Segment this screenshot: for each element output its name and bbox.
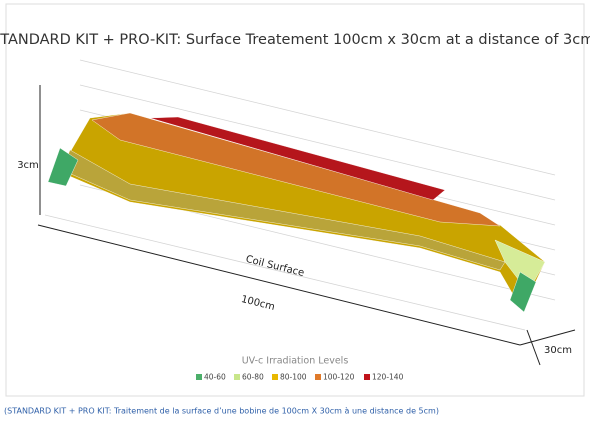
- width-label: 30cm: [544, 345, 572, 356]
- legend-swatch: [234, 374, 240, 380]
- dimension-arrows: [37, 85, 576, 366]
- legend-swatch: [364, 374, 370, 380]
- legend-swatch: [272, 374, 278, 380]
- caption: (STANDARD KIT + PRO KIT: Traitement de l…: [4, 407, 439, 416]
- legend-label: 100-120: [323, 373, 355, 382]
- legend-title: UV-c Irradiation Levels: [242, 356, 349, 367]
- surface: [47, 112, 546, 313]
- legend-swatch: [196, 374, 202, 380]
- legend-label: 80-100: [280, 373, 307, 382]
- figure-title: STANDARD KIT + PRO-KIT: Surface Treateme…: [0, 32, 590, 48]
- legend-label: 120-140: [372, 373, 404, 382]
- legend-label: 60-80: [242, 373, 264, 382]
- legend-label: 40-60: [204, 373, 226, 382]
- legend-swatch: [315, 374, 321, 380]
- legend: 40-60 60-80 80-100 100-120 120-140: [196, 373, 404, 382]
- height-label: 3cm: [17, 160, 39, 171]
